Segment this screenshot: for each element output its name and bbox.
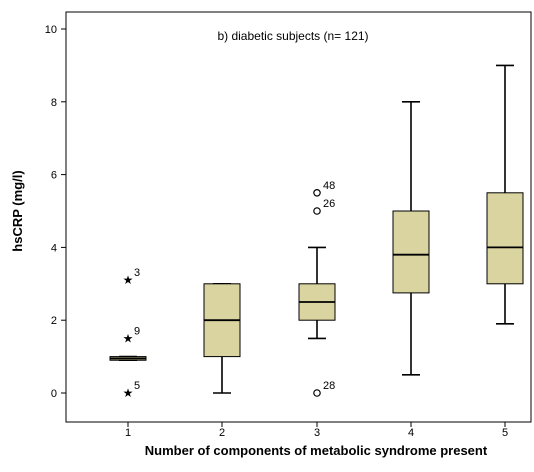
outlier-label: 3	[134, 267, 140, 279]
x-axis-title: Number of components of metabolic syndro…	[145, 443, 488, 458]
y-axis-title: hsCRP (mg/l)	[10, 170, 25, 251]
chart-annotation: b) diabetic subjects (n= 121)	[217, 29, 368, 43]
outlier-circle	[313, 389, 321, 397]
box-category-4	[392, 101, 430, 376]
outlier-star: ★	[123, 331, 134, 345]
y-tick-label: 10	[45, 24, 57, 36]
outlier-label: 5	[134, 380, 140, 392]
plot-area	[65, 11, 532, 423]
outlier-label: 48	[323, 180, 335, 192]
outlier-star: ★	[123, 386, 134, 400]
x-tick-label: 3	[314, 427, 320, 439]
y-tick-label: 2	[51, 315, 57, 327]
y-tick-label: 4	[51, 242, 57, 254]
box-category-5	[486, 64, 524, 325]
y-tick-label: 8	[51, 97, 57, 109]
iqr-box	[392, 210, 430, 294]
box-category-2	[203, 282, 241, 394]
x-axis: 1 2 3 4 5	[125, 422, 508, 439]
x-tick-label: 5	[502, 427, 508, 439]
x-tick-label: 2	[219, 427, 225, 439]
box-category-1: ★ 3★ 9★ 5	[109, 267, 147, 400]
outlier-label: 28	[323, 380, 335, 392]
y-axis: 0 2 4 6 8 10	[45, 24, 66, 400]
outlier-label: 26	[323, 198, 335, 210]
box-category-3: 48 26 28	[298, 180, 336, 397]
iqr-box	[486, 192, 524, 285]
outlier-star: ★	[123, 273, 134, 287]
outlier-circle	[313, 189, 321, 197]
x-tick-label: 1	[125, 427, 131, 439]
x-tick-label: 4	[408, 427, 414, 439]
y-tick-label: 0	[51, 388, 57, 400]
outlier-circle	[313, 207, 321, 215]
y-tick-label: 6	[51, 170, 57, 182]
outlier-label: 9	[134, 325, 140, 337]
